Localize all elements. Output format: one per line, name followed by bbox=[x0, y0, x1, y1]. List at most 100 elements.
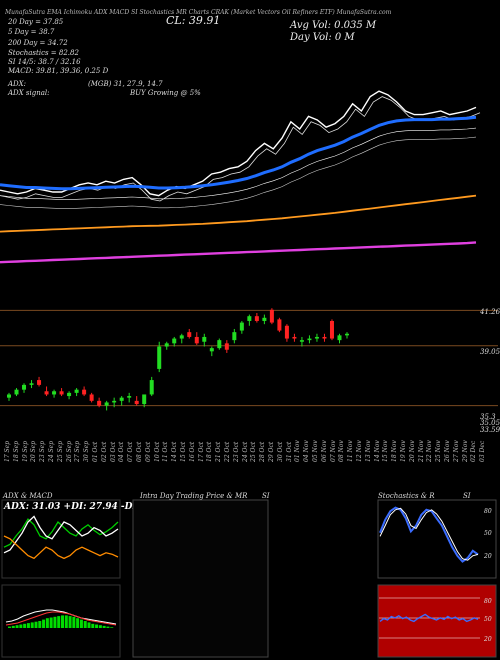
macd-bar bbox=[53, 616, 57, 628]
macd-bar bbox=[45, 618, 49, 628]
candle-body bbox=[217, 340, 222, 349]
day-volume: Day Vol: 0 M bbox=[290, 32, 355, 43]
ema-blue-line bbox=[0, 115, 477, 191]
stoch-scale-label: 20 bbox=[484, 553, 492, 560]
candle-body bbox=[112, 400, 117, 403]
macd-bar bbox=[8, 626, 11, 628]
avg-volume: Avg Vol: 0.035 M bbox=[290, 20, 377, 31]
stochastic-line bbox=[379, 507, 479, 561]
candle-body bbox=[52, 391, 57, 395]
macd-bar bbox=[15, 625, 19, 628]
candle-body bbox=[127, 396, 132, 398]
candle-body bbox=[322, 336, 327, 339]
stochastic-lines bbox=[379, 506, 479, 563]
candle-body bbox=[239, 322, 244, 331]
si-scale-label: 50 bbox=[484, 616, 492, 623]
ema-magenta-line bbox=[0, 241, 477, 264]
price-label: 33.59 bbox=[480, 426, 500, 434]
candle-body bbox=[224, 343, 229, 350]
candle-body bbox=[82, 389, 87, 395]
intra-si-label: SI bbox=[262, 492, 270, 500]
candle-body bbox=[157, 346, 162, 369]
candle-body bbox=[134, 400, 139, 405]
adx-readout: ADX: 31.03 +DI: 27.94 -DI: 14.71 bbox=[4, 502, 172, 512]
ema-20-day: 20 Day = 37.85 bbox=[8, 18, 64, 26]
macd-bar bbox=[26, 623, 30, 628]
candle-body bbox=[307, 338, 312, 341]
candle-body bbox=[89, 394, 94, 401]
macd-bar bbox=[68, 616, 72, 628]
candle-body bbox=[247, 316, 252, 321]
adx-signal-label: ADX signal: bbox=[8, 89, 50, 97]
envelope-line bbox=[0, 136, 477, 209]
price-line bbox=[0, 90, 477, 197]
adx-series-line bbox=[3, 518, 119, 548]
candle-body bbox=[149, 380, 154, 395]
si-value: SI 14/5: 38.7 / 32.16 bbox=[8, 58, 81, 66]
candle-body bbox=[277, 319, 282, 331]
candle-body bbox=[67, 392, 72, 397]
candle-body bbox=[29, 383, 34, 385]
price-label: 35.05 bbox=[480, 419, 500, 427]
si-line bbox=[379, 613, 479, 623]
candle-body bbox=[172, 338, 177, 344]
macd-panel-frame bbox=[1, 584, 121, 658]
macd-bar bbox=[38, 621, 42, 628]
candle-body bbox=[187, 332, 192, 337]
macd-bar bbox=[87, 622, 91, 628]
envelope-line bbox=[0, 127, 477, 200]
candle-body bbox=[179, 335, 184, 339]
candle-body bbox=[194, 336, 199, 344]
macd-bar bbox=[57, 616, 61, 628]
macd-bar bbox=[98, 625, 102, 628]
stoch-si-label: SI bbox=[463, 492, 471, 500]
candle-body bbox=[284, 325, 289, 339]
candlesticks bbox=[7, 308, 349, 411]
stoch-scale-label: 50 bbox=[484, 530, 492, 537]
intra-panel-title: Intra Day Trading Price & MR bbox=[140, 492, 248, 500]
stoch-scale-label: 80 bbox=[484, 508, 492, 515]
macd-bar bbox=[61, 615, 64, 628]
intra-panel-frame bbox=[132, 499, 269, 658]
candle-body bbox=[74, 389, 79, 393]
stochastic-line bbox=[379, 506, 479, 563]
adx-label: ADX: bbox=[8, 80, 27, 88]
price-label: 35.3 bbox=[480, 413, 496, 421]
candle-body bbox=[7, 394, 11, 398]
macd-bar bbox=[72, 616, 76, 628]
candle-body bbox=[97, 400, 102, 406]
dotted-price-line bbox=[0, 96, 481, 202]
si-panel-background bbox=[377, 584, 497, 658]
macd-bar bbox=[42, 619, 46, 628]
macd-bar bbox=[64, 615, 68, 628]
candle-body bbox=[314, 336, 319, 339]
macd-bar bbox=[30, 622, 34, 628]
close-price: CL: 39.91 bbox=[166, 14, 221, 27]
candle-body bbox=[262, 317, 267, 321]
adx-series-line bbox=[3, 535, 119, 560]
moving-average-lines bbox=[0, 90, 481, 264]
candle-body bbox=[345, 333, 349, 336]
candle-body bbox=[269, 309, 274, 323]
candle-body bbox=[59, 391, 64, 395]
si-scale-label: 80 bbox=[484, 598, 492, 605]
candle-body bbox=[14, 389, 19, 395]
candle-body bbox=[44, 391, 49, 395]
candle-body bbox=[254, 316, 259, 321]
macd-bar bbox=[34, 621, 38, 628]
macd-bar bbox=[49, 617, 53, 628]
macd-bar bbox=[102, 625, 106, 628]
price-label: 39.05 bbox=[480, 348, 500, 356]
candle-body bbox=[142, 394, 147, 405]
macd-bar bbox=[23, 623, 27, 628]
si-scale-label: 20 bbox=[484, 636, 492, 643]
ema-orange-line bbox=[0, 194, 477, 233]
macd-bar bbox=[76, 618, 80, 628]
candle-body bbox=[292, 336, 297, 339]
macd-bar bbox=[19, 624, 23, 628]
candle-body bbox=[209, 348, 214, 352]
macd-bar bbox=[110, 627, 114, 628]
candle-body bbox=[22, 384, 27, 390]
candle-body bbox=[119, 397, 124, 401]
